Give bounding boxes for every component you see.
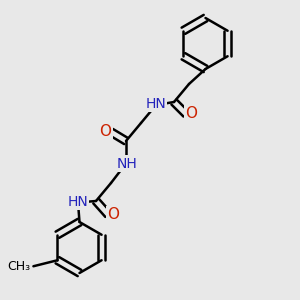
- Text: O: O: [185, 106, 197, 122]
- Text: O: O: [107, 207, 119, 222]
- Text: HN: HN: [68, 195, 88, 208]
- Text: NH: NH: [117, 157, 138, 170]
- Text: O: O: [100, 124, 112, 140]
- Text: CH₃: CH₃: [7, 260, 30, 273]
- Text: HN: HN: [146, 97, 167, 111]
